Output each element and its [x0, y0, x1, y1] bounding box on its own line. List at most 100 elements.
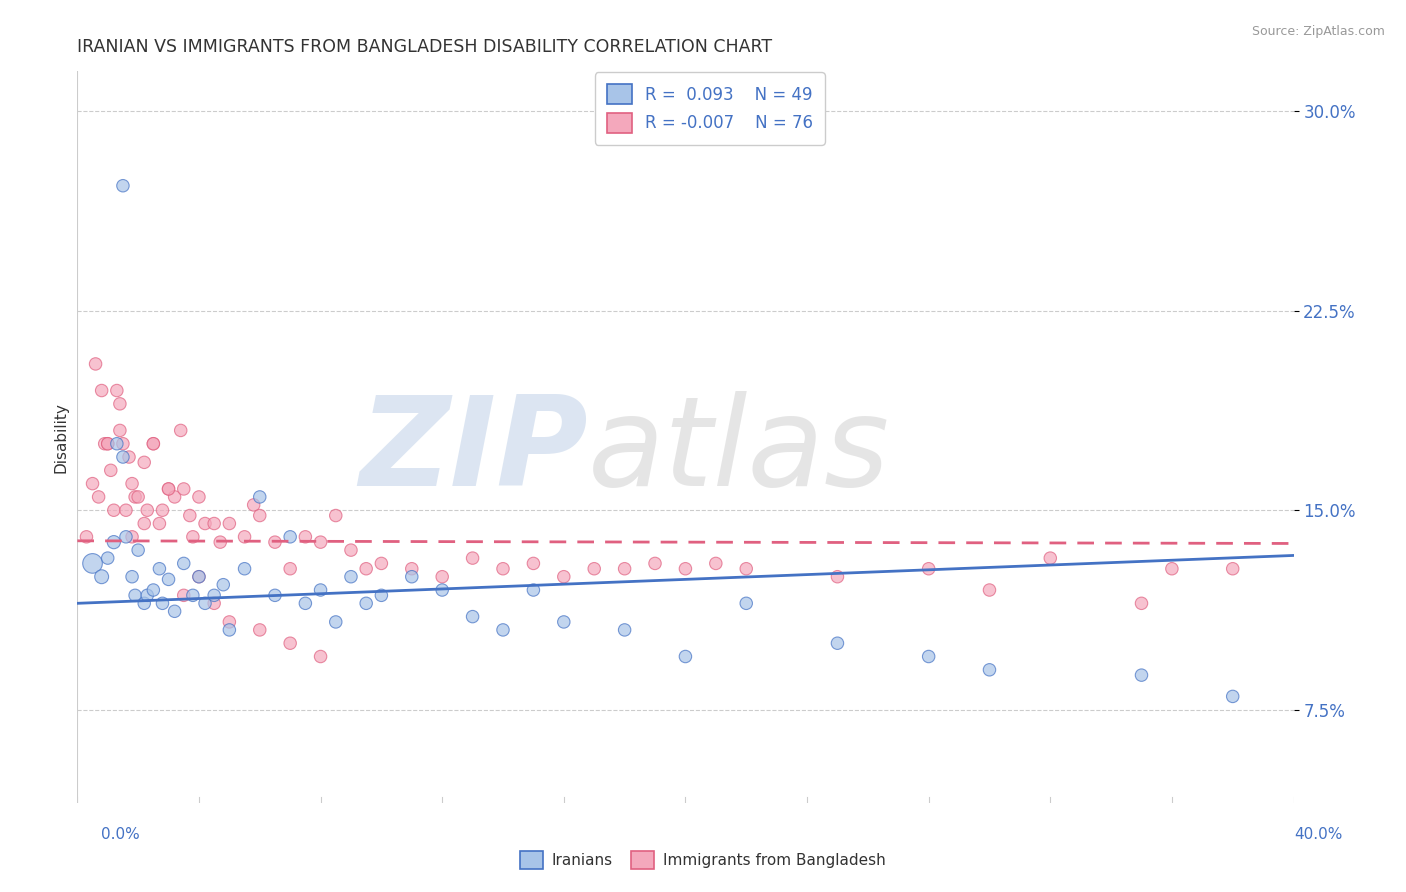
Point [121, 530, 143, 544]
Point [152, 503, 174, 517]
Point [918, 649, 941, 664]
Point [354, 596, 377, 610]
Point [233, 562, 256, 576]
Point [134, 455, 156, 469]
Point [105, 384, 128, 398]
Point [142, 436, 165, 450]
Point [157, 573, 180, 587]
Text: IRANIAN VS IMMIGRANTS FROM BANGLADESH DISABILITY CORRELATION CHART: IRANIAN VS IMMIGRANTS FROM BANGLADESH DI… [77, 38, 772, 56]
Point [264, 588, 287, 602]
Point [82, 476, 104, 491]
Point [163, 490, 186, 504]
Y-axis label: Disability: Disability [53, 401, 69, 473]
Point [979, 663, 1001, 677]
Point [188, 570, 211, 584]
Point [264, 535, 287, 549]
Point [194, 516, 217, 531]
Point [309, 649, 332, 664]
Point [100, 463, 122, 477]
Point [430, 582, 453, 597]
Point [675, 562, 697, 576]
Point [127, 490, 149, 504]
Point [492, 623, 515, 637]
Text: 40.0%: 40.0% [1295, 827, 1343, 841]
Point [173, 557, 195, 571]
Point [233, 530, 256, 544]
Point [522, 557, 544, 571]
Point [613, 562, 636, 576]
Point [142, 582, 165, 597]
Point [103, 535, 125, 549]
Point [492, 562, 515, 576]
Text: 0.0%: 0.0% [101, 827, 141, 841]
Text: atlas: atlas [588, 392, 890, 512]
Point [157, 482, 180, 496]
Point [553, 570, 575, 584]
Text: Source: ZipAtlas.com: Source: ZipAtlas.com [1251, 25, 1385, 38]
Point [163, 604, 186, 618]
Point [134, 596, 156, 610]
Legend: R =  0.093    N = 49, R = -0.007    N = 76: R = 0.093 N = 49, R = -0.007 N = 76 [595, 72, 824, 145]
Point [111, 450, 134, 464]
Point [340, 570, 363, 584]
Point [93, 436, 115, 450]
Point [309, 582, 332, 597]
Point [188, 490, 211, 504]
Point [827, 636, 849, 650]
Text: ZIP: ZIP [360, 392, 588, 512]
Point [401, 570, 423, 584]
Point [1222, 562, 1244, 576]
Point [111, 436, 134, 450]
Point [194, 596, 217, 610]
Point [188, 570, 211, 584]
Point [1222, 690, 1244, 704]
Point [735, 596, 758, 610]
Point [249, 508, 271, 523]
Point [121, 570, 143, 584]
Point [103, 503, 125, 517]
Point [294, 596, 316, 610]
Point [918, 562, 941, 576]
Point [115, 530, 138, 544]
Point [827, 570, 849, 584]
Point [340, 543, 363, 558]
Point [157, 482, 180, 496]
Point [118, 450, 141, 464]
Point [115, 503, 138, 517]
Point [583, 562, 606, 576]
Point [136, 503, 159, 517]
Point [249, 623, 271, 637]
Point [1161, 562, 1184, 576]
Point [1039, 551, 1062, 566]
Point [202, 588, 225, 602]
Point [218, 623, 240, 637]
Point [136, 588, 159, 602]
Point [325, 508, 347, 523]
Point [148, 516, 170, 531]
Point [613, 623, 636, 637]
Point [97, 436, 120, 450]
Point [173, 588, 195, 602]
Point [430, 570, 453, 584]
Point [202, 596, 225, 610]
Point [370, 557, 392, 571]
Point [212, 577, 235, 591]
Point [127, 543, 149, 558]
Point [309, 535, 332, 549]
Point [202, 516, 225, 531]
Point [401, 562, 423, 576]
Point [173, 482, 195, 496]
Point [644, 557, 666, 571]
Point [370, 588, 392, 602]
Point [124, 490, 146, 504]
Point [553, 615, 575, 629]
Point [278, 530, 301, 544]
Point [87, 490, 110, 504]
Point [209, 535, 232, 549]
Point [111, 178, 134, 193]
Point [242, 498, 264, 512]
Point [735, 562, 758, 576]
Point [108, 397, 131, 411]
Point [181, 530, 204, 544]
Point [90, 384, 112, 398]
